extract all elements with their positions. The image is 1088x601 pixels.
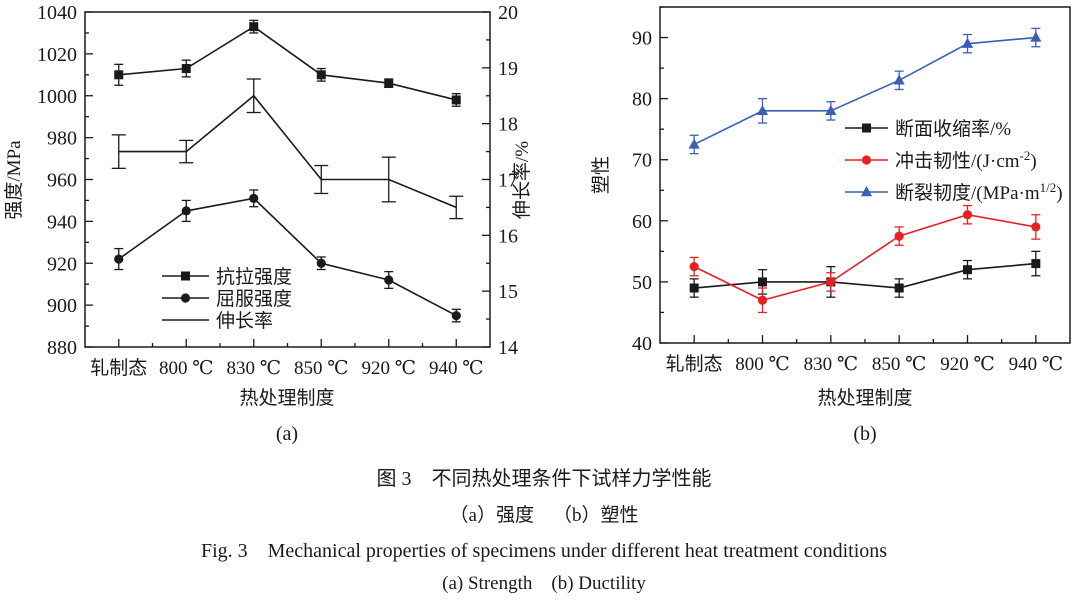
plot-frame-b: [659, 6, 1071, 344]
axis-ticks-a: [85, 11, 490, 348]
svg-text:850 ℃: 850 ℃: [872, 354, 927, 375]
svg-text:19: 19: [498, 58, 518, 80]
tick-labels-b: 40 50 60 70 80 90 轧制态 800 ℃ 830 ℃ 850 ℃ 920 ℃ 940 ℃: [632, 28, 1063, 375]
y-axis-label-right-a: 伸长率/%: [511, 141, 533, 219]
legend-label: 断裂韧度/(MPa·m1/2): [895, 180, 1063, 204]
svg-text:15: 15: [498, 281, 518, 303]
svg-text:40: 40: [632, 333, 652, 355]
svg-text:900: 900: [47, 295, 77, 317]
svg-text:800 ℃: 800 ℃: [159, 358, 214, 379]
svg-text:16: 16: [498, 225, 518, 247]
chart-a-strength: 880 900 920 940 960 980 1000 1020 1040 14 15 16 17 18…: [3, 2, 533, 445]
caption-en-sublabels: (a) Strength (b) Ductility: [442, 573, 646, 594]
y-axis-label-left-a: 强度/MPa: [3, 140, 25, 220]
svg-text:70: 70: [632, 150, 652, 172]
x-axis-label-a: 热处理制度: [239, 387, 334, 409]
svg-text:17: 17: [498, 170, 518, 192]
svg-text:960: 960: [47, 170, 77, 192]
svg-text:940 ℃: 940 ℃: [1009, 354, 1064, 375]
svg-text:1040: 1040: [37, 2, 77, 24]
series-b-2: [688, 27, 1042, 155]
svg-text:轧制态: 轧制态: [90, 357, 147, 379]
svg-text:830 ℃: 830 ℃: [804, 354, 859, 375]
series-a-1: [114, 189, 461, 323]
svg-text:920 ℃: 920 ℃: [940, 354, 995, 375]
series-a-0: [114, 19, 461, 107]
caption-en-title: Fig. 3 Mechanical properties of specimen…: [200, 540, 888, 562]
svg-text:90: 90: [632, 28, 652, 50]
svg-text:80: 80: [632, 89, 652, 111]
subfigure-label-b: (b): [853, 423, 876, 445]
legend-label: 屈服强度: [216, 288, 292, 310]
series-a-2: [111, 78, 464, 220]
svg-text:920: 920: [47, 253, 77, 275]
svg-text:920 ℃: 920 ℃: [361, 358, 416, 379]
svg-text:800 ℃: 800 ℃: [735, 354, 790, 375]
svg-text:18: 18: [498, 114, 518, 136]
axis-ticks-b: [660, 6, 1037, 344]
subfigure-label-a: (a): [276, 423, 298, 445]
figure-caption: 图 3 不同热处理条件下试样力学性能 （a）强度 （b）塑性 Fig. 3 Me…: [0, 448, 1088, 595]
svg-text:1000: 1000: [37, 86, 77, 108]
series-b-1: [689, 204, 1041, 314]
svg-text:14: 14: [498, 337, 518, 359]
legend-label: 抗拉强度: [216, 266, 292, 288]
svg-text:940: 940: [47, 211, 77, 233]
svg-text:轧制态: 轧制态: [666, 353, 723, 375]
legend-label: 断面收缩率/%: [895, 118, 1011, 140]
svg-text:60: 60: [632, 211, 652, 233]
svg-text:1020: 1020: [37, 44, 77, 66]
chart-b-ductility: 40 50 60 70 80 90 轧制态 800 ℃ 830 ℃ 850 ℃ 920 ℃ 940 ℃…: [590, 6, 1071, 445]
caption-zh-sublabels: （a）强度 （b）塑性: [449, 505, 639, 526]
svg-text:20: 20: [498, 2, 518, 24]
svg-text:850 ℃: 850 ℃: [294, 358, 349, 379]
y-axis-label-left-b: 塑性: [590, 156, 612, 194]
x-axis-label-b: 热处理制度: [817, 387, 912, 409]
svg-text:980: 980: [47, 128, 77, 150]
legend-label: 冲击韧性/(J·cm-2): [895, 148, 1037, 172]
svg-text:880: 880: [47, 337, 77, 359]
svg-text:50: 50: [632, 272, 652, 294]
svg-text:830 ℃: 830 ℃: [226, 358, 281, 379]
tick-labels-a: 880 900 920 940 960 980 1000 1020 1040 14 15 16 17 18…: [37, 2, 518, 379]
legend-b: 断面收缩率/% 冲击韧性/(J·cm-2) 断裂韧度/(MPa·m1/2): [845, 118, 1063, 204]
svg-text:940 ℃: 940 ℃: [429, 358, 484, 379]
caption-zh-title: 图 3 不同热处理条件下试样力学性能: [376, 468, 712, 490]
legend-label: 伸长率: [216, 310, 273, 332]
